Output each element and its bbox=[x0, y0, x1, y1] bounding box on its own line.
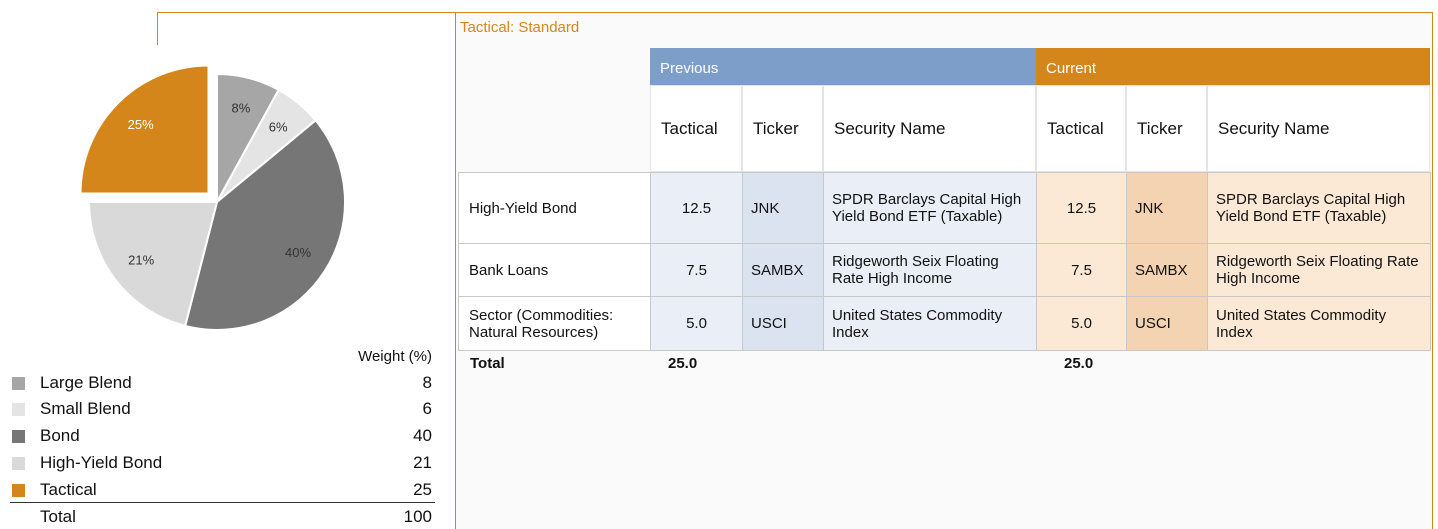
pie-slice bbox=[79, 64, 210, 195]
column-header: Security Name bbox=[823, 85, 1036, 172]
column-header: Security Name bbox=[1207, 85, 1430, 172]
table-cell: Ridgeworth Seix Floating Rate High Incom… bbox=[1207, 243, 1431, 297]
table-cell: 5.0 bbox=[1036, 296, 1127, 351]
table-cell: SAMBX bbox=[1126, 243, 1208, 297]
column-header: Tactical bbox=[650, 85, 742, 172]
table-cell: USCI bbox=[742, 296, 824, 351]
table-cell: 12.5 bbox=[650, 172, 743, 244]
legend-swatch bbox=[12, 377, 25, 390]
group-header: Previous bbox=[650, 48, 1036, 85]
pie-slice bbox=[183, 119, 346, 331]
table-cell: United States Commodity Index bbox=[823, 296, 1037, 351]
slice-label: 25% bbox=[128, 117, 154, 132]
table-cell: SPDR Barclays Capital High Yield Bond ET… bbox=[823, 172, 1037, 244]
slice-label: 21% bbox=[128, 252, 154, 267]
frame-right bbox=[1432, 12, 1433, 529]
table-cell: United States Commodity Index bbox=[1207, 296, 1431, 351]
table-cell: SAMBX bbox=[742, 243, 824, 297]
legend-value: 21 bbox=[413, 453, 432, 472]
pie-chart: 8% 6% 40% 21% 25% bbox=[79, 64, 346, 331]
table-cell: 7.5 bbox=[1036, 243, 1127, 297]
table-cell: Ridgeworth Seix Floating Rate High Incom… bbox=[823, 243, 1037, 297]
legend-label: Large Blend bbox=[40, 373, 132, 392]
table-cell: SPDR Barclays Capital High Yield Bond ET… bbox=[1207, 172, 1431, 244]
table-cell: JNK bbox=[742, 172, 824, 244]
slice-label: 40% bbox=[285, 245, 311, 260]
legend-swatch bbox=[12, 403, 25, 416]
legend-swatch bbox=[12, 430, 25, 443]
table-cell: 12.5 bbox=[1036, 172, 1127, 244]
legend-label: High-Yield Bond bbox=[40, 453, 163, 472]
legend-value: 40 bbox=[413, 426, 432, 445]
group-header: Current bbox=[1036, 48, 1430, 85]
column-header: Ticker bbox=[1126, 85, 1207, 172]
pie-slice bbox=[87, 201, 219, 328]
frame-top bbox=[157, 12, 1433, 13]
frame-left-stub bbox=[157, 12, 158, 45]
legend-swatch bbox=[12, 457, 25, 470]
slice-label: 6% bbox=[269, 119, 288, 134]
table-cell: JNK bbox=[1126, 172, 1208, 244]
legend-value: 8 bbox=[422, 373, 432, 392]
total-label: Total bbox=[470, 355, 505, 372]
column-header: Ticker bbox=[742, 85, 823, 172]
table-cell: 7.5 bbox=[650, 243, 743, 297]
header-bg bbox=[650, 85, 1430, 172]
frame-divider bbox=[455, 12, 456, 529]
legend-value: 25 bbox=[413, 480, 432, 499]
legend-value: 6 bbox=[422, 399, 432, 418]
row-label: Sector (Commodities: Natural Resources) bbox=[458, 296, 651, 351]
total-value: 25.0 bbox=[668, 355, 698, 372]
legend-swatch bbox=[12, 484, 25, 497]
total-rule bbox=[10, 502, 435, 503]
legend-label: Small Blend bbox=[40, 399, 131, 418]
table-title: Tactical: Standard bbox=[460, 19, 580, 36]
row-label: High-Yield Bond bbox=[458, 172, 651, 244]
legend-header: Weight (%) bbox=[358, 348, 432, 365]
slice-label: 8% bbox=[231, 100, 250, 115]
total-value: 25.0 bbox=[1064, 355, 1094, 372]
row-label: Bank Loans bbox=[458, 243, 651, 297]
total-label: Total bbox=[40, 507, 76, 526]
table-cell: USCI bbox=[1126, 296, 1208, 351]
total-value: 100 bbox=[403, 507, 432, 526]
column-header: Tactical bbox=[1036, 85, 1126, 172]
legend-label: Tactical bbox=[40, 480, 97, 499]
legend-label: Bond bbox=[40, 426, 80, 445]
table-cell: 5.0 bbox=[650, 296, 743, 351]
legend: Weight (%) Large Blend 8 Small Blend 6 Bond 40… bbox=[0, 0, 455, 529]
